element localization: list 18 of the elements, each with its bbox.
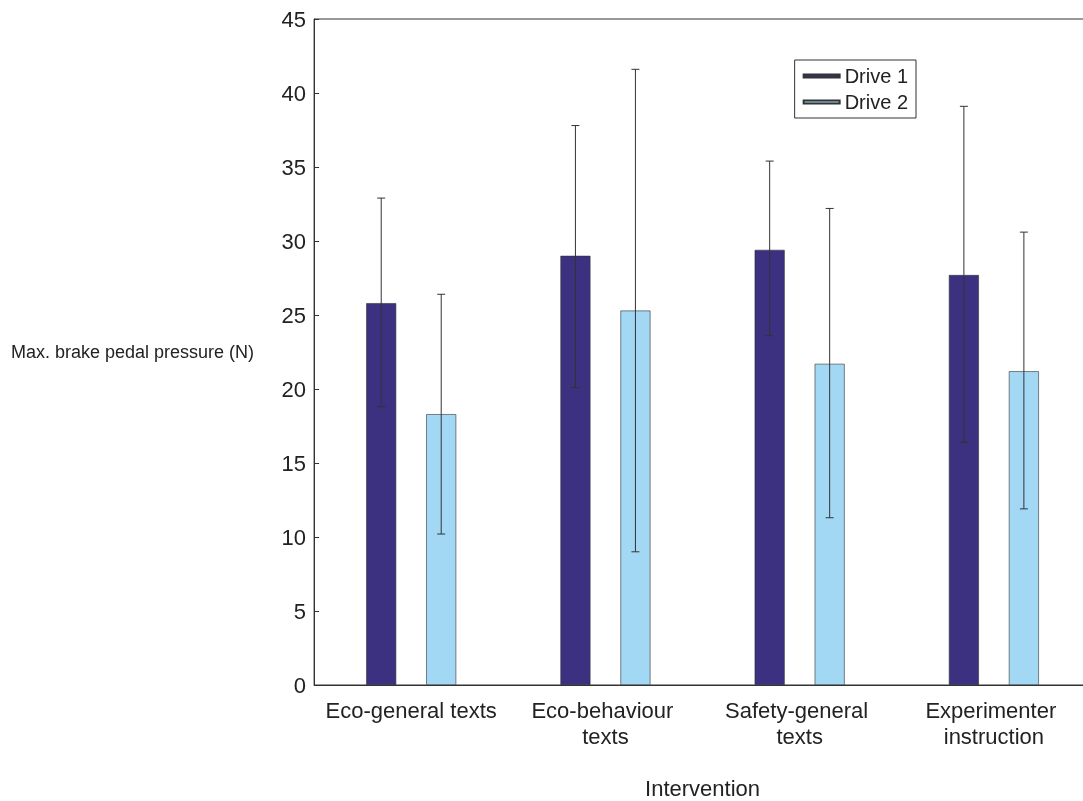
x-tick-label: Eco-general texts bbox=[325, 697, 497, 723]
y-axis-title: Max. brake pedal pressure (N) bbox=[10, 342, 255, 362]
y-tick-label: 25 bbox=[281, 302, 307, 328]
x-tick-label: Safety-general texts bbox=[725, 697, 875, 749]
legend-label: Drive 1 bbox=[844, 65, 909, 87]
y-tick-label: 30 bbox=[281, 228, 307, 254]
y-tick-label: 45 bbox=[281, 6, 307, 32]
y-tick-label: 5 bbox=[293, 598, 307, 624]
x-axis-title: Intervention bbox=[645, 775, 761, 801]
y-tick-label: 10 bbox=[281, 524, 307, 550]
y-tick-label: 20 bbox=[281, 376, 307, 402]
x-tick-label: Experimenter instruction bbox=[925, 697, 1063, 749]
y-tick-label: 0 bbox=[293, 672, 307, 698]
y-tick-label: 35 bbox=[281, 154, 307, 180]
y-tick-label: 40 bbox=[281, 80, 307, 106]
legend-label: Drive 2 bbox=[844, 91, 909, 113]
x-tick-label: Eco-behaviour texts bbox=[531, 697, 680, 749]
y-tick-label: 15 bbox=[281, 450, 307, 476]
